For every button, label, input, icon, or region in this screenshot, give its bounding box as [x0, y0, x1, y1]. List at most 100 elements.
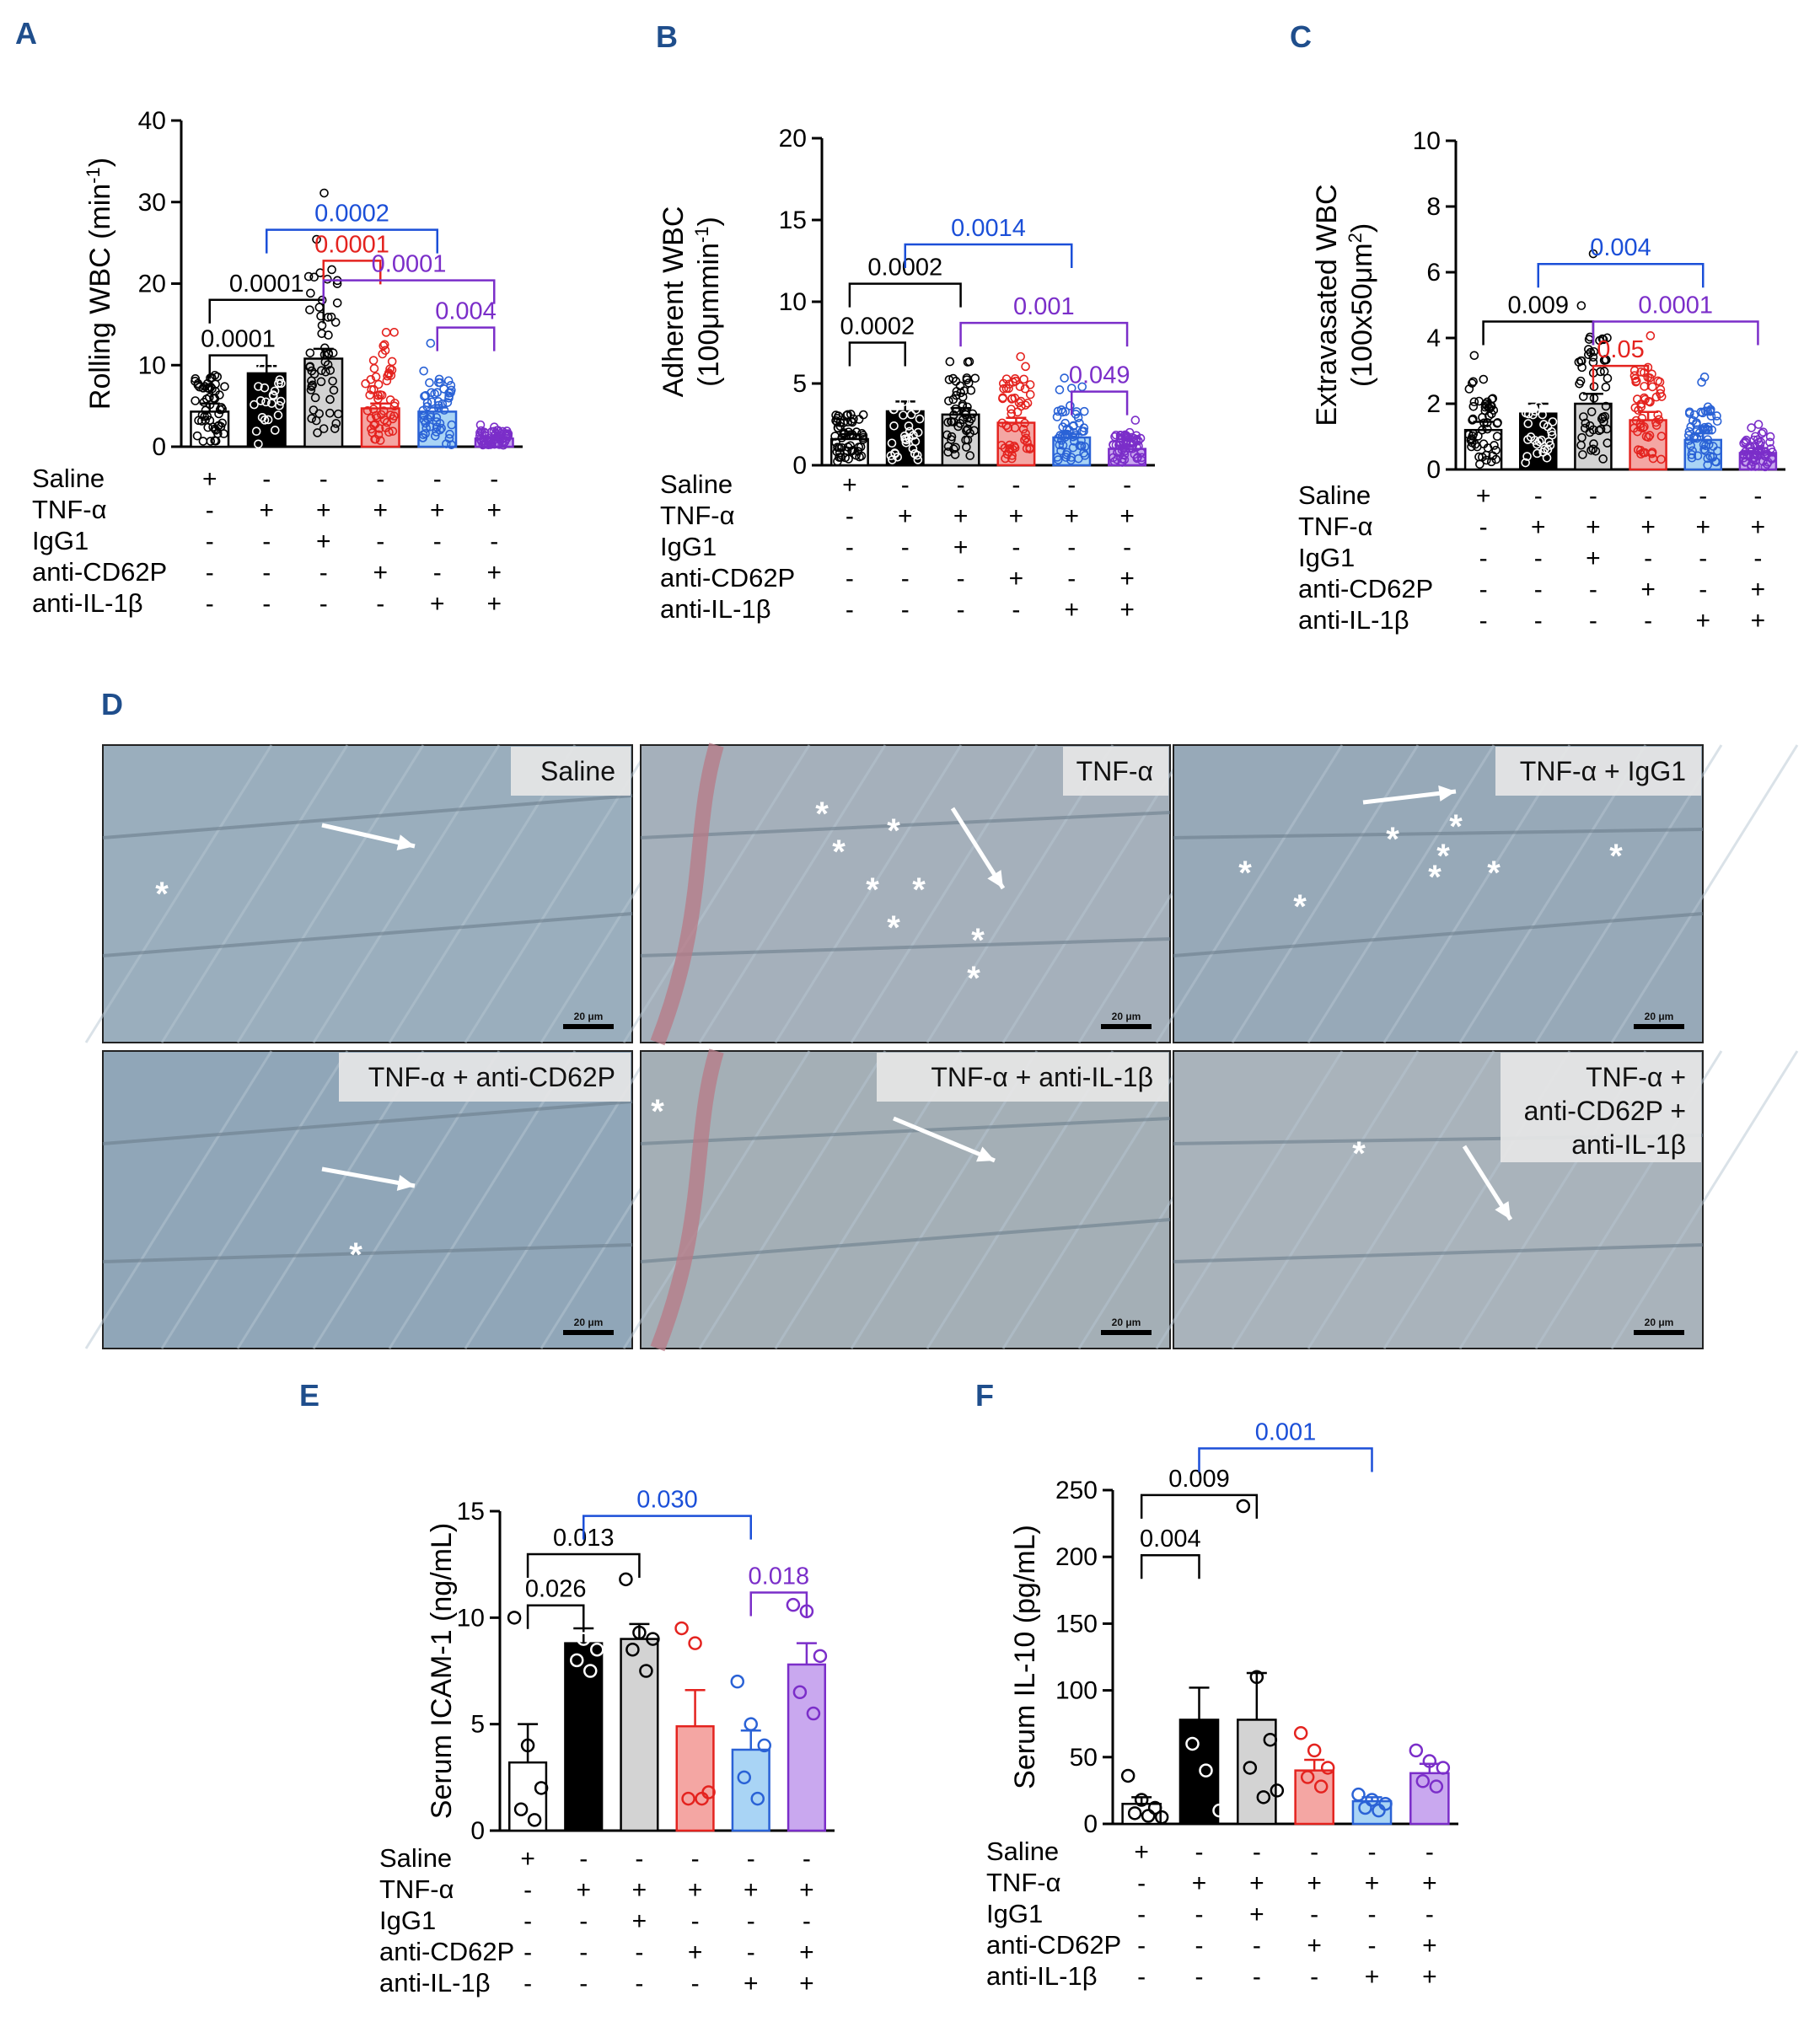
- data-point: [375, 436, 385, 445]
- condition-label-2: IgG1: [379, 1906, 436, 1935]
- data-point: [220, 382, 229, 391]
- data-point: [389, 411, 399, 421]
- condition-sign: -: [319, 590, 328, 618]
- data-point: [899, 295, 910, 304]
- data-point: [956, 388, 966, 398]
- data-point: [1079, 423, 1089, 432]
- data-point: [1025, 389, 1035, 400]
- data-point: [1066, 401, 1075, 410]
- data-point: [378, 349, 388, 359]
- p-value-1: 0.0001: [229, 271, 304, 298]
- condition-sign: -: [1644, 482, 1652, 510]
- p-value-2: 0.030: [636, 1487, 698, 1514]
- data-point: [1205, 1659, 1220, 1674]
- data-point: [945, 357, 955, 367]
- data-point: [273, 410, 283, 420]
- data-point: [1021, 433, 1031, 443]
- data-point: [1468, 377, 1478, 387]
- vessel-wall: [640, 1117, 1171, 1145]
- comparison-bracket-2: [1537, 262, 1705, 288]
- y-tick-label: 15: [779, 206, 807, 234]
- data-point: [1141, 1809, 1156, 1823]
- data-point: [632, 1625, 647, 1640]
- data-point: [1120, 446, 1130, 456]
- data-point: [1007, 394, 1017, 404]
- data-point: [1114, 440, 1124, 450]
- data-point: [1603, 373, 1613, 383]
- data-point: [1055, 440, 1065, 450]
- data-point: [191, 377, 200, 386]
- data-point: [1708, 452, 1717, 462]
- data-point: [646, 1632, 660, 1646]
- data-point: [1646, 397, 1655, 406]
- data-point: [1192, 1645, 1206, 1660]
- condition-sign: +: [1064, 596, 1079, 624]
- data-point: [1542, 296, 1552, 306]
- data-point: [846, 410, 856, 419]
- data-point: [1007, 451, 1017, 460]
- data-point: [1256, 1790, 1271, 1804]
- y-tick-label: 0: [1426, 456, 1441, 484]
- vessel-wall: [102, 794, 633, 839]
- micrograph-tile-3: TNF-α + anti-CD62P 20 μm *: [84, 1050, 728, 1349]
- tissue-streak: [1610, 744, 1799, 1043]
- data-point: [1154, 1810, 1169, 1825]
- micrograph-title-5: TNF-α +: [1586, 1062, 1686, 1092]
- data-point: [303, 271, 314, 282]
- data-point: [1687, 453, 1697, 463]
- y-tick-label: 30: [138, 189, 166, 217]
- comparison-bracket-3: [749, 1591, 808, 1617]
- y-axis-label-line2: (100μmmin-1): [691, 217, 725, 387]
- vessel-wall: [640, 811, 1171, 839]
- data-point: [1313, 1779, 1329, 1794]
- data-point: [254, 439, 263, 449]
- data-point: [325, 394, 335, 405]
- condition-sign: +: [1586, 513, 1601, 541]
- micrograph-title-0: Saline: [540, 756, 615, 786]
- data-point: [1543, 378, 1552, 389]
- data-point: [1133, 453, 1142, 462]
- chart-panel-C: C 0 2 4 6 8 10 Extravasated WBC (100x50μm2) 0.009…: [1290, 19, 1785, 635]
- y-tick-label: 0: [152, 433, 166, 461]
- y-tick-label: 15: [457, 1498, 485, 1526]
- condition-sign: +: [1009, 565, 1024, 593]
- y-tick-label: 10: [779, 288, 807, 316]
- data-point: [1601, 382, 1611, 392]
- data-point: [310, 393, 320, 403]
- data-point: [1747, 423, 1756, 432]
- data-point: [1700, 425, 1710, 435]
- condition-sign: -: [747, 1939, 755, 1966]
- data-point: [309, 405, 319, 415]
- condition-label-3: anti-CD62P: [986, 1930, 1121, 1960]
- y-tick-label: 0: [1083, 1810, 1098, 1838]
- cell-asterisk: *: [349, 1236, 362, 1274]
- condition-sign: -: [376, 528, 384, 555]
- data-point: [334, 409, 343, 419]
- tissue-streak: [1155, 1050, 1344, 1349]
- condition-sign: +: [953, 502, 969, 530]
- data-point: [1473, 442, 1482, 452]
- data-point: [331, 419, 341, 428]
- data-point: [1075, 441, 1085, 451]
- data-point: [899, 397, 909, 406]
- cell-asterisk: *: [155, 876, 169, 913]
- scale-bar: [1101, 1024, 1152, 1029]
- data-point: [948, 373, 958, 383]
- condition-sign: -: [490, 465, 498, 493]
- p-value-3: 0.0002: [314, 201, 389, 228]
- data-point: [1746, 442, 1755, 452]
- micrograph-tile-4: TNF-α + anti-IL-1β 20 μm *: [622, 1048, 1266, 1352]
- data-point: [1635, 419, 1646, 429]
- data-point: [319, 343, 330, 353]
- data-point: [1523, 283, 1533, 292]
- data-point: [330, 318, 341, 327]
- comparison-bracket-0: [1140, 1553, 1200, 1579]
- condition-label-1: TNF-α: [1298, 512, 1373, 541]
- condition-sign: -: [1012, 596, 1020, 624]
- data-point: [264, 334, 274, 344]
- data-point: [891, 367, 901, 377]
- data-point: [200, 411, 210, 421]
- y-tick-label: 200: [1055, 1543, 1098, 1571]
- data-point: [276, 396, 286, 406]
- data-point: [1547, 430, 1557, 440]
